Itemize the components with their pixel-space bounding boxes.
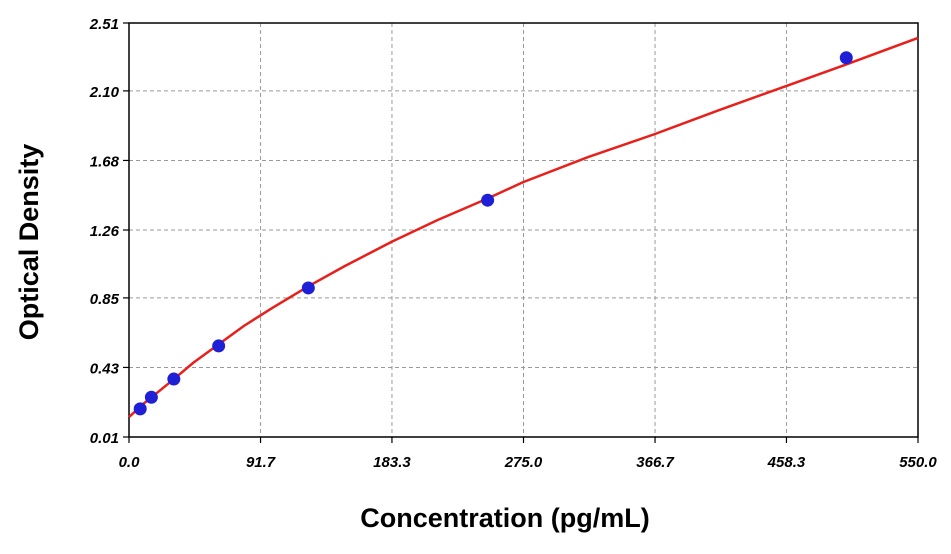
y-tick-label: 0.43 xyxy=(90,360,120,377)
data-point xyxy=(839,51,853,65)
y-tick-label: 0.85 xyxy=(90,291,120,308)
x-tick-label: 0.0 xyxy=(119,454,141,471)
x-tick-label: 550.0 xyxy=(899,454,937,471)
x-tick-label: 91.7 xyxy=(246,454,276,471)
point-layer xyxy=(133,51,853,416)
y-tick-label: 1.68 xyxy=(90,153,120,170)
data-point xyxy=(212,339,226,353)
x-axis-title: Concentration (pg/mL) xyxy=(360,503,649,533)
data-point xyxy=(481,193,495,207)
y-tick-label: 2.10 xyxy=(89,84,120,101)
x-tick-label: 183.3 xyxy=(373,454,411,471)
data-point xyxy=(301,281,315,295)
data-point xyxy=(133,402,147,416)
x-tick-label: 366.7 xyxy=(636,454,674,471)
tick-layer: 0.0 91.7 183.3 275.0 366.7 458.3 550.0 0.01 0.43… xyxy=(89,16,938,471)
y-tick-label: 0.01 xyxy=(90,430,119,447)
y-tick-label: 2.51 xyxy=(89,16,119,33)
data-point xyxy=(144,390,158,404)
y-axis-title: Optical Density xyxy=(14,144,44,341)
data-point xyxy=(167,372,181,386)
grid-layer xyxy=(129,23,918,437)
x-tick-label: 458.3 xyxy=(767,454,806,471)
x-tick-label: 275.0 xyxy=(504,454,543,471)
y-tick-label: 1.26 xyxy=(90,223,120,240)
